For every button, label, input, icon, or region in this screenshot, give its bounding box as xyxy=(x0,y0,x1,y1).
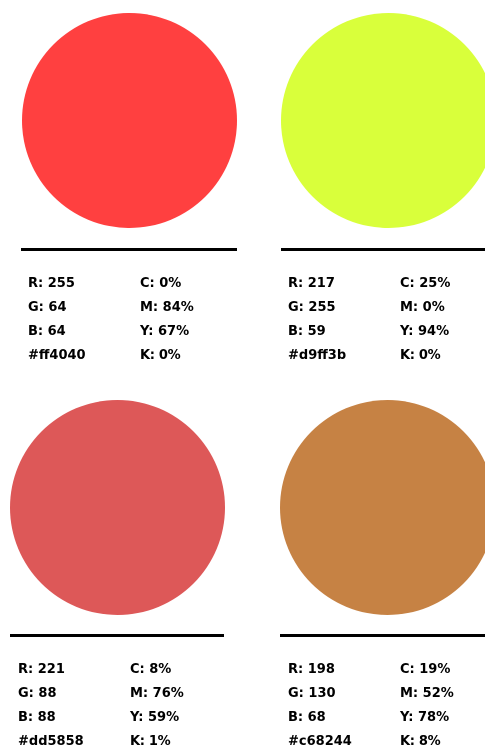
color-circle xyxy=(10,400,225,615)
cmyk-cyan-value: C: 0% xyxy=(140,276,182,291)
hex-value: #ff4040 xyxy=(28,348,86,363)
cmyk-yellow-value: Y: 94% xyxy=(400,324,450,339)
cmyk-magenta-value: M: 84% xyxy=(140,300,194,315)
cmyk-yellow-value: Y: 78% xyxy=(400,710,450,725)
rgb-red-value: R: 217 xyxy=(288,276,335,291)
rgb-blue-value: B: 68 xyxy=(288,710,326,725)
color-circle xyxy=(281,13,485,228)
rgb-red-value: R: 198 xyxy=(288,662,335,677)
hex-value: #d9ff3b xyxy=(288,348,347,363)
rgb-blue-value: B: 64 xyxy=(28,324,66,339)
rgb-blue-value: B: 88 xyxy=(18,710,56,725)
divider xyxy=(21,248,237,251)
color-circle xyxy=(280,400,485,615)
hex-value: #c68244 xyxy=(288,734,352,749)
divider xyxy=(281,248,485,251)
divider xyxy=(280,634,485,637)
color-circle xyxy=(22,13,237,228)
cmyk-key-value: K: 0% xyxy=(400,348,441,363)
cmyk-yellow-value: Y: 67% xyxy=(140,324,190,339)
rgb-red-value: R: 255 xyxy=(28,276,75,291)
hex-value: #dd5858 xyxy=(18,734,84,749)
rgb-green-value: G: 255 xyxy=(288,300,336,315)
cmyk-key-value: K: 8% xyxy=(400,734,441,749)
cmyk-yellow-value: Y: 59% xyxy=(130,710,180,725)
cmyk-cyan-value: C: 25% xyxy=(400,276,451,291)
cmyk-magenta-value: M: 0% xyxy=(400,300,445,315)
cmyk-key-value: K: 1% xyxy=(130,734,171,749)
cmyk-cyan-value: C: 8% xyxy=(130,662,172,677)
rgb-green-value: G: 64 xyxy=(28,300,67,315)
rgb-green-value: G: 130 xyxy=(288,686,336,701)
divider xyxy=(10,634,224,637)
cmyk-cyan-value: C: 19% xyxy=(400,662,451,677)
cmyk-key-value: K: 0% xyxy=(140,348,181,363)
cmyk-magenta-value: M: 52% xyxy=(400,686,454,701)
cmyk-magenta-value: M: 76% xyxy=(130,686,184,701)
rgb-red-value: R: 221 xyxy=(18,662,65,677)
rgb-green-value: G: 88 xyxy=(18,686,57,701)
rgb-blue-value: B: 59 xyxy=(288,324,326,339)
